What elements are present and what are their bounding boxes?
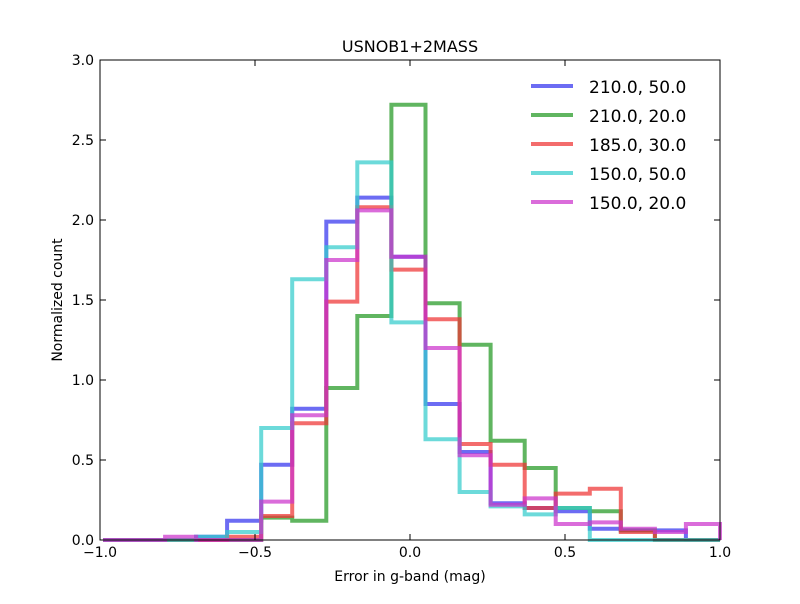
chart-title: USNOB1+2MASS [342,37,478,56]
x-tick-label: 0.0 [399,545,421,561]
legend-label: 150.0, 20.0 [589,194,686,214]
legend-label: 150.0, 50.0 [589,165,686,185]
y-tick-label: 2.0 [72,213,94,229]
y-tick-label: 1.0 [72,373,94,389]
x-tick-label: 1.0 [709,545,731,561]
x-tick-label: 0.5 [554,545,576,561]
series-line-4 [103,160,720,542]
y-tick-label: 0.5 [72,453,94,469]
x-tick-label: −0.5 [238,545,272,561]
series-line-5 [103,208,722,542]
legend-label: 210.0, 50.0 [589,78,686,98]
y-axis-label: Normalized count [50,238,66,362]
y-tick-label: 3.0 [72,53,94,69]
legend-label: 210.0, 20.0 [589,107,686,127]
legend-label: 185.0, 30.0 [589,136,686,156]
y-tick-label: 2.5 [72,133,94,149]
plot-frame [99,59,721,541]
axes-layer: −1.0 −0.5 0.0 0.5 1.0 0.0 0.5 1.0 1.5 2.0 2.5 3.0 [72,53,731,561]
x-axis-label: Error in g-band (mag) [334,569,485,585]
y-tick-label: 0.0 [72,533,94,549]
series-line-1 [103,195,720,542]
y-tick-label: 1.5 [72,293,94,309]
legend: 210.0, 50.0 210.0, 20.0 185.0, 30.0 150.0, … [531,78,686,214]
x-tick-label: −1.0 [83,545,117,561]
